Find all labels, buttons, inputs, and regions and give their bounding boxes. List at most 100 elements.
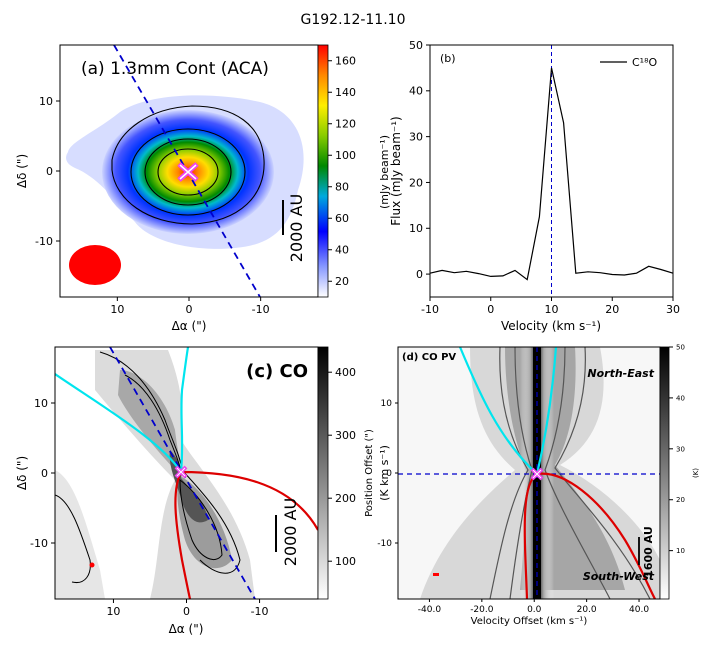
y-tick-label: 30 (409, 130, 423, 143)
panel-d-ylabel: Position Offset (") (364, 429, 375, 517)
y-tick-label: 10 (381, 399, 393, 409)
panel-a-source-marker (177, 162, 199, 182)
x-tick-label: 0.0 (527, 605, 542, 615)
panel-a-continuum-map: 2000 AU (a) 1.3mm Cont (ACA) 10 0 -10100-1… (15, 44, 391, 333)
panel-c-title: (c) CO (246, 361, 308, 382)
panel-d-pv-diagram: 1600 AU North-East South-West (d) CO PV … (364, 343, 700, 627)
panel-d-colorbar-label: (K) (692, 468, 700, 478)
panel-b-legend-label: C¹⁸O (632, 56, 658, 69)
colorbar-tick-label: 80 (335, 181, 349, 194)
colorbar-tick-label: 200 (335, 492, 356, 505)
panel-d-source-marker (530, 467, 544, 481)
colorbar-tick-label: 100 (335, 555, 356, 568)
panel-d-axes: -40.0 -20.0 0.0 20.0 40.0 10 0 -10 (377, 399, 649, 615)
panel-c-scale-bar-label: 2000 AU (281, 498, 300, 566)
x-tick-label: 30 (666, 303, 680, 316)
colorbar-tick-label: 50 (676, 343, 685, 351)
panel-b-axes: -10 0 10 20 30 0 10 20 30 40 50 (409, 39, 680, 316)
panel-d-xlabel: Velocity Offset (km s⁻¹) (471, 616, 588, 627)
panel-c-beam (89, 562, 95, 568)
x-tick-label: 40.0 (629, 605, 649, 615)
panel-b-legend: C¹⁸O (600, 56, 658, 69)
y-tick-label: 10 (34, 397, 48, 410)
panel-a-contour (144, 138, 232, 206)
panel-a-contour (130, 128, 246, 216)
panel-d-contour (544, 347, 611, 599)
colorbar-tick-label: 40 (335, 244, 349, 257)
y-tick-label: -10 (30, 537, 48, 550)
colorbar-tick-label: 30 (676, 445, 685, 453)
panel-a-contour (111, 105, 265, 225)
panel-b-c18o-line (429, 67, 674, 281)
panel-c-colorbar-ticks: 100 200 300 400 (328, 366, 356, 568)
panel-a-title: (a) 1.3mm Cont (ACA) (81, 59, 269, 79)
x-tick-label: -20.0 (470, 605, 494, 615)
panel-a-contour (157, 148, 219, 196)
panel-d-beam (433, 573, 439, 576)
y-tick-label: 50 (409, 39, 423, 52)
panel-c-ylabel: Δδ (") (15, 456, 29, 490)
figure-title: G192.12-11.10 (301, 12, 406, 28)
panel-a-beam (69, 245, 121, 285)
panel-d-red-curve (523, 472, 656, 599)
panel-c-contour (55, 494, 91, 584)
colorbar-tick-label: 160 (335, 55, 356, 68)
panel-a-colorbar-ticks: 20 40 60 80 100 120 140 160 (328, 55, 356, 288)
x-tick-label: -10 (251, 605, 269, 618)
y-tick-label: 10 (409, 222, 423, 235)
panel-b-xlabel: Velocity (km s⁻¹) (501, 319, 601, 333)
y-tick-label: 20 (409, 176, 423, 189)
panel-b-title: (b) (440, 52, 456, 65)
panel-c-source-marker (174, 465, 188, 479)
x-tick-label: 20 (605, 303, 619, 316)
panel-c-medium-emission (118, 370, 181, 475)
panel-c-colorbar-label: (K km s⁻¹) (378, 445, 391, 501)
panel-b-ylabel: Flux (mJy beam⁻¹) (389, 116, 403, 225)
colorbar-tick-label: 10 (676, 547, 685, 555)
panel-a-xlabel: Δα (") (172, 319, 207, 333)
panel-c-cyan-curve (55, 347, 190, 476)
panel-c-xlabel: Δα (") (169, 622, 204, 636)
y-tick-label: 0 (416, 268, 423, 281)
panel-d-annotation-sw: South-West (583, 570, 655, 583)
y-tick-label: -10 (377, 539, 392, 549)
x-tick-label: 0 (183, 605, 190, 618)
panel-c-contour (179, 478, 223, 560)
colorbar-tick-label: 300 (335, 429, 356, 442)
panel-b-spectrum: -10 0 10 20 30 0 10 20 30 40 50 (b) C¹⁸O Velocity … (389, 39, 680, 333)
panel-d-colorbar-ticks: 10 20 30 40 50 (669, 343, 685, 555)
y-tick-label: 40 (409, 85, 423, 98)
y-tick-label: -10 (35, 235, 53, 248)
panel-c-colorbar (317, 346, 329, 600)
colorbar-tick-label: 40 (676, 394, 685, 402)
panel-a-axes: 10 0 -10 10 0 -10 (35, 95, 270, 316)
panel-b-spectrum-series (429, 45, 674, 297)
x-tick-label: 10 (110, 303, 124, 316)
colorbar-tick-label: 20 (335, 275, 349, 288)
y-tick-label: 0 (386, 469, 392, 479)
panel-d-contour (489, 347, 529, 599)
panel-d-colorbar (659, 346, 670, 600)
panel-a-colorbar (317, 44, 329, 298)
y-tick-label: 10 (39, 95, 53, 108)
colorbar-tick-label: 120 (335, 118, 356, 131)
colorbar-tick-label: 20 (676, 496, 685, 504)
panel-d-scale-bar-label: 1600 AU (642, 526, 655, 578)
x-tick-label: -10 (421, 303, 439, 316)
x-tick-label: 10 (106, 605, 120, 618)
x-tick-label: 0 (487, 303, 494, 316)
colorbar-tick-label: 100 (335, 149, 356, 162)
panel-a-ylabel: Δδ (") (15, 154, 29, 188)
colorbar-tick-label: 140 (335, 86, 356, 99)
panel-a-scale-bar-label: 2000 AU (287, 194, 306, 262)
colorbar-tick-label: 60 (335, 212, 349, 225)
x-tick-label: 10 (545, 303, 559, 316)
panel-c-contour (124, 374, 182, 473)
y-tick-label: 0 (41, 467, 48, 480)
colorbar-tick-label: 400 (335, 366, 356, 379)
x-tick-label: -10 (252, 303, 270, 316)
x-tick-label: 20.0 (577, 605, 597, 615)
panel-d-contour (554, 347, 651, 599)
